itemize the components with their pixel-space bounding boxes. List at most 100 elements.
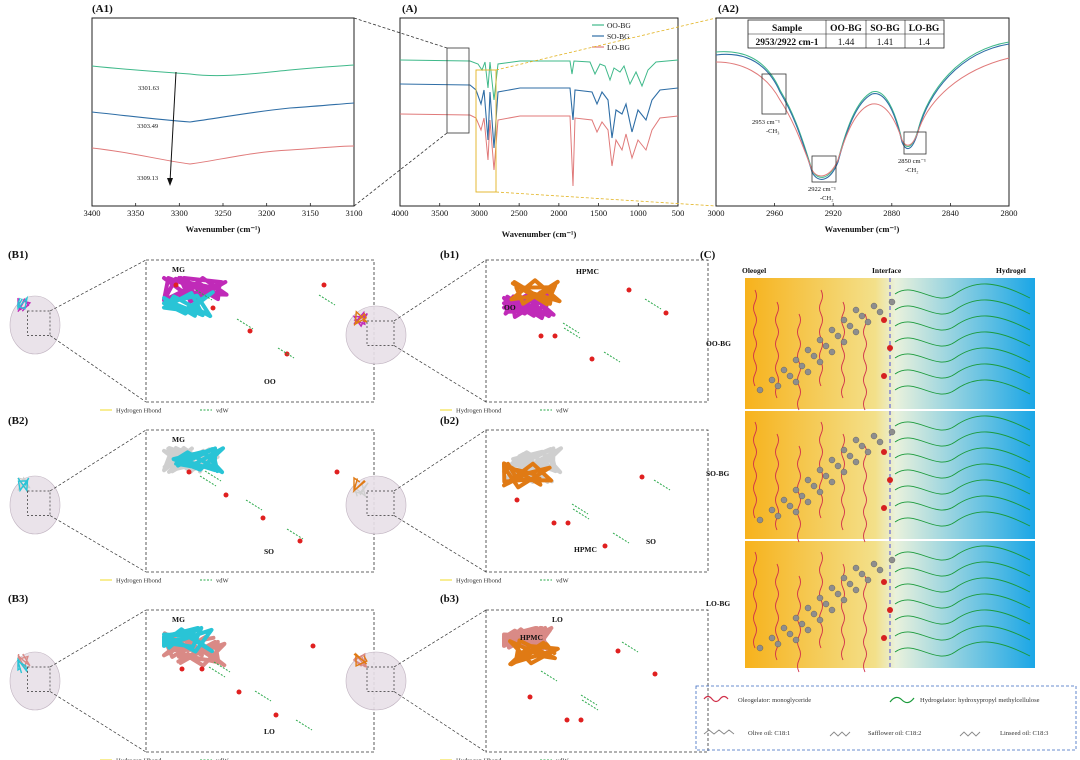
inset-connector — [393, 429, 487, 492]
legend-hydrogelator-icon — [889, 696, 915, 704]
oil-atom — [804, 346, 812, 354]
oil-atom — [876, 566, 884, 574]
oil-atom — [822, 600, 830, 608]
a2-annot-2850-group: -CH₂ — [905, 167, 918, 174]
oxygen-atom — [602, 543, 608, 549]
oil-atom — [804, 498, 812, 506]
inset-connector — [49, 515, 147, 573]
plot-a-xlabel: Wavenumber (cm⁻¹) — [502, 229, 577, 239]
vdw-bond — [295, 719, 313, 731]
inset-connector — [393, 609, 487, 668]
x-tick-label: 3200 — [258, 208, 275, 218]
hpmc-strand — [894, 641, 1031, 657]
inset-connector — [49, 259, 147, 312]
docking-panel-B1: (B1) MG OO Hydrogen Hbond vdW — [8, 249, 375, 415]
oxygen-atom — [527, 694, 533, 700]
vdw-bond — [213, 661, 231, 673]
legend-safflower: Safflower oil: C18:2 — [868, 730, 921, 737]
docking-legend: Hydrogen Hbond vdW — [100, 758, 230, 760]
x-tick-label: 3350 — [127, 208, 144, 218]
x-tick-label: 500 — [672, 208, 685, 218]
headgroup-oxygen — [887, 477, 893, 483]
x-tick-label: 4000 — [392, 208, 409, 218]
panel-label-a2: (A2) — [718, 3, 739, 15]
oil-atom — [786, 630, 794, 638]
x-tick-label: 3250 — [215, 208, 232, 218]
oil-atom — [816, 336, 824, 344]
oxygen-atom — [639, 474, 645, 480]
oil-atom — [840, 574, 848, 582]
panel-label-b3: (b3) — [440, 593, 459, 605]
oil-atom — [846, 452, 854, 460]
legend-vdw: vdW — [216, 758, 230, 760]
docking-legend: Hydrogen Hbond vdW — [440, 578, 570, 585]
vdw-bond — [571, 503, 589, 515]
connector-a1-top — [353, 17, 448, 49]
oil-atom — [888, 428, 896, 436]
thumbnail-focus-box — [27, 666, 51, 692]
oil-atom — [792, 356, 800, 364]
vdw-bond — [204, 470, 222, 482]
inset-connector — [49, 429, 147, 492]
oxygen-atom — [179, 666, 185, 672]
panel-label-a: (A) — [402, 3, 418, 15]
ligand-molecule — [509, 278, 562, 307]
a1-series-oo — [91, 64, 355, 77]
oil-atom — [840, 468, 848, 476]
vdw-bond — [572, 508, 590, 520]
headgroup-oxygen — [881, 373, 887, 379]
thumbnail-ligand — [17, 477, 30, 493]
docking-label: OO — [264, 377, 276, 386]
a2-box-2850 — [903, 131, 927, 155]
oil-atom — [816, 466, 824, 474]
thumbnail-ligand — [352, 476, 366, 494]
vdw-bond — [581, 699, 599, 711]
oil-atom — [804, 368, 812, 376]
monoglyceride-chain — [863, 445, 867, 543]
oil-atom — [816, 488, 824, 496]
hpmc-strand — [894, 315, 1031, 331]
a-series-so — [399, 83, 679, 149]
hpmc-strand — [894, 577, 1031, 593]
oil-atom — [756, 386, 764, 394]
oil-atom — [810, 482, 818, 490]
headgroup-oxygen — [881, 449, 887, 455]
connector-a2-bottom — [495, 191, 717, 207]
oil-atom — [816, 616, 824, 624]
oxygen-atom — [247, 328, 253, 334]
oxygen-atom — [236, 689, 242, 695]
docking-inset — [485, 259, 709, 403]
a1-series-so — [91, 102, 355, 123]
ligand-molecule — [162, 626, 214, 654]
hpmc-strand — [894, 331, 1031, 347]
a1-peak-oo: 3301.63 — [138, 85, 159, 92]
legend-hydrogelator: Hydrogelator: hydroxypropyl methylcellul… — [920, 697, 1040, 704]
oil-atom — [840, 316, 848, 324]
oil-atom — [852, 306, 860, 314]
docking-label: MG — [172, 615, 185, 624]
legend-oleogelator-icon — [703, 695, 729, 703]
oil-atom — [786, 372, 794, 380]
oil-atom — [822, 472, 830, 480]
x-tick-label: 1000 — [630, 208, 647, 218]
monoglyceride-chain — [797, 445, 801, 543]
hpmc-strand — [894, 561, 1031, 577]
panel-label-b1: (b1) — [440, 249, 459, 261]
thumbnail-ligand — [16, 657, 28, 674]
panel-label-B1: (B1) — [8, 249, 29, 261]
legend-linseed-icon — [959, 731, 981, 737]
oil-atom — [792, 636, 800, 644]
vdw-bond — [644, 298, 662, 310]
oxygen-atom — [514, 497, 520, 503]
vdw-bond — [245, 499, 263, 511]
oxygen-atom — [626, 287, 632, 293]
x-tick-label: 3000 — [708, 208, 725, 218]
legend-hbond: Hydrogen Hbond — [456, 408, 502, 415]
oil-atom — [828, 348, 836, 356]
oxygen-atom — [663, 310, 669, 316]
legend-label-so: SO-BG — [607, 32, 630, 41]
hpmc-strand — [894, 479, 1031, 495]
oil-atom — [888, 298, 896, 306]
docking-panel-B3: (B3) MG LO Hydrogen Hbond vdW — [8, 593, 375, 760]
a1-shift-arrow — [169, 71, 177, 183]
